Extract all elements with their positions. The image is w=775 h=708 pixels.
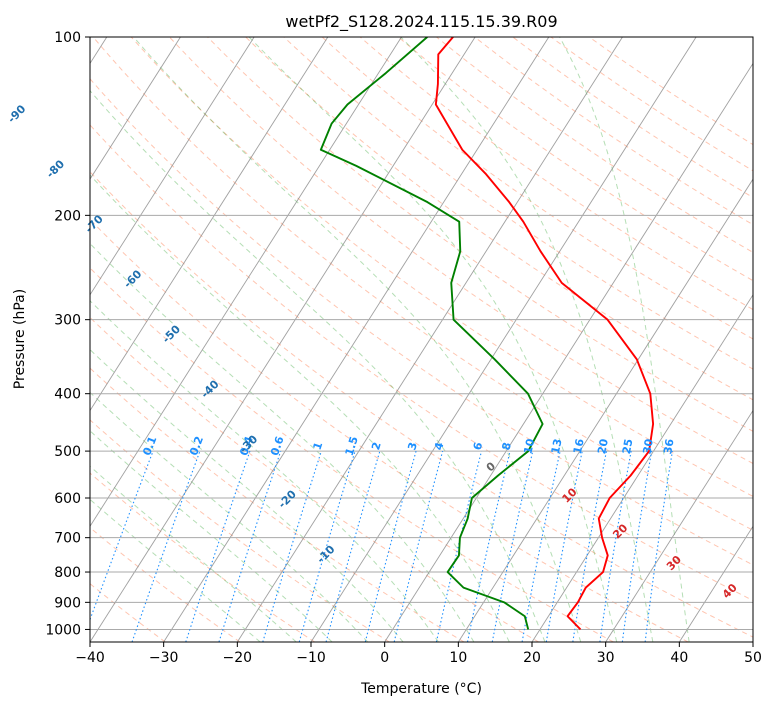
mixing-ratio-line: [621, 451, 653, 642]
mixing-ratio-label: 0.6: [268, 434, 287, 457]
y-tick-label: 800: [54, 565, 81, 581]
y-tick-label: 400: [54, 387, 81, 403]
mixing-ratio-label: 6: [471, 441, 486, 452]
mixing-ratio-label: 1.5: [343, 435, 361, 457]
mixing-ratio-line: [644, 451, 673, 642]
mixing-ratio-label: 13: [549, 437, 565, 455]
mixing-ratio-line: [393, 450, 444, 642]
dry-adiabat-line: [90, 218, 689, 642]
mixing-ratio-label: 36: [661, 438, 676, 456]
moist-adiabat-line: [90, 498, 261, 642]
moist-adiabat-line: [90, 348, 404, 642]
dry-adiabat-line: [90, 267, 614, 642]
grid-layer: [90, 37, 753, 642]
moist-adiabat-line: [90, 300, 439, 642]
mixing-ratio-label: 8: [499, 441, 513, 451]
x-tick-label: 20: [523, 650, 541, 666]
isotherm-line: [457, 178, 753, 642]
isotherm-line: [678, 525, 753, 642]
mixing-ratio-label: 20: [595, 437, 611, 455]
mixing-ratio-line: [185, 450, 251, 642]
y-tick-label: 200: [54, 208, 81, 224]
dry-adiabat-line: [90, 472, 315, 642]
y-tick-label: 300: [54, 313, 81, 329]
x-tick-label: 50: [744, 650, 762, 666]
moist-adiabat-line: [90, 465, 297, 642]
mixing-ratio-label: 10: [521, 437, 537, 455]
isotherm-line: [90, 37, 181, 180]
temperature-profile-line: [434, 37, 655, 631]
moist-adiabat-line: [400, 37, 654, 642]
y-axis-label: Pressure (hPa): [12, 289, 28, 389]
dry-adiabat-line: [283, 37, 753, 370]
moist-adiabat-line: [90, 430, 333, 642]
x-tick-label: 0: [380, 650, 389, 666]
dry-adiabat-line: [90, 124, 753, 602]
series-layer: [319, 37, 655, 631]
axis-layer: −40 −30 −20 −10 0 10 20 30 40 5010020030040050060…: [45, 30, 762, 666]
x-tick-label: −20: [223, 650, 253, 666]
y-tick-label: 1000: [45, 622, 81, 638]
mixing-ratio-line: [325, 450, 381, 642]
dry-adiabat-line: [207, 37, 753, 432]
moist-adiabat-line: [90, 242, 475, 642]
x-axis-label: Temperature (°C): [360, 681, 482, 697]
mixing-ratio-label: 0.1: [140, 434, 159, 457]
isotherm-line: [605, 409, 753, 642]
moist-adiabat-line: [559, 37, 690, 642]
dewpoint-profile-line: [319, 37, 544, 630]
y-tick-label: 100: [54, 30, 81, 46]
mixing-ratio-line: [298, 450, 356, 642]
moist-adiabat-line: [90, 391, 369, 642]
mixing-ratio-label: 16: [571, 437, 587, 455]
moist-adiabat-line: [248, 37, 618, 642]
x-tick-label: 10: [449, 650, 467, 666]
dry-adiabat-line: [90, 367, 465, 642]
dry-adiabat-line: [130, 37, 753, 498]
y-tick-label: 500: [54, 444, 81, 460]
plot-frame: [89, 36, 754, 643]
mixing-ratio-label: 3: [405, 441, 420, 452]
x-tick-label: −30: [149, 650, 179, 666]
moist-adiabat-line: [133, 37, 582, 642]
mixing-ratio-label: 25: [620, 438, 636, 455]
mixing-ratio-line: [466, 450, 511, 642]
isotherm-line: [531, 294, 753, 642]
dry-adiabat-line: [359, 37, 753, 311]
mixing-ratio-line: [131, 450, 201, 642]
mixing-ratio-line: [364, 450, 417, 642]
y-tick-label: 700: [54, 531, 81, 547]
x-tick-label: −40: [75, 650, 105, 666]
isotherm-line: [384, 62, 753, 642]
x-tick-label: 40: [670, 650, 688, 666]
mixing-ratio-label: 30: [641, 438, 657, 456]
isotherm-line: [90, 37, 476, 642]
isotherm-line: [236, 37, 623, 642]
isotherm-line: [163, 37, 550, 642]
moist-adiabat-line: [90, 89, 546, 642]
isotherm-line: [310, 37, 697, 642]
moist-adiabat-line: [90, 174, 510, 642]
isotherm-line: [90, 37, 402, 528]
mixing-ratio-label: 0.2: [187, 435, 206, 458]
mixing-ratio-label: 0.4: [237, 434, 256, 457]
x-tick-label: −10: [296, 650, 326, 666]
mixing-ratio-label: 1: [311, 440, 326, 451]
mixing-ratio-line: [218, 450, 282, 642]
mixing-ratio-line: [262, 450, 322, 642]
isotherm-line: [90, 37, 255, 296]
isotherm-line: [90, 37, 329, 412]
mixing-ratio-label: 4: [432, 440, 447, 451]
mixing-ratio-line: [599, 451, 632, 642]
y-tick-label: 600: [54, 491, 81, 507]
dry-adiabat-line: [90, 316, 540, 642]
dry-adiabat-line: [92, 37, 753, 531]
chart-title: wetPf2_S128.2024.115.15.39.R09: [285, 12, 557, 32]
x-tick-label: 30: [597, 650, 615, 666]
mixing-ratio-label: 2: [369, 441, 384, 452]
y-tick-label: 900: [54, 595, 81, 611]
